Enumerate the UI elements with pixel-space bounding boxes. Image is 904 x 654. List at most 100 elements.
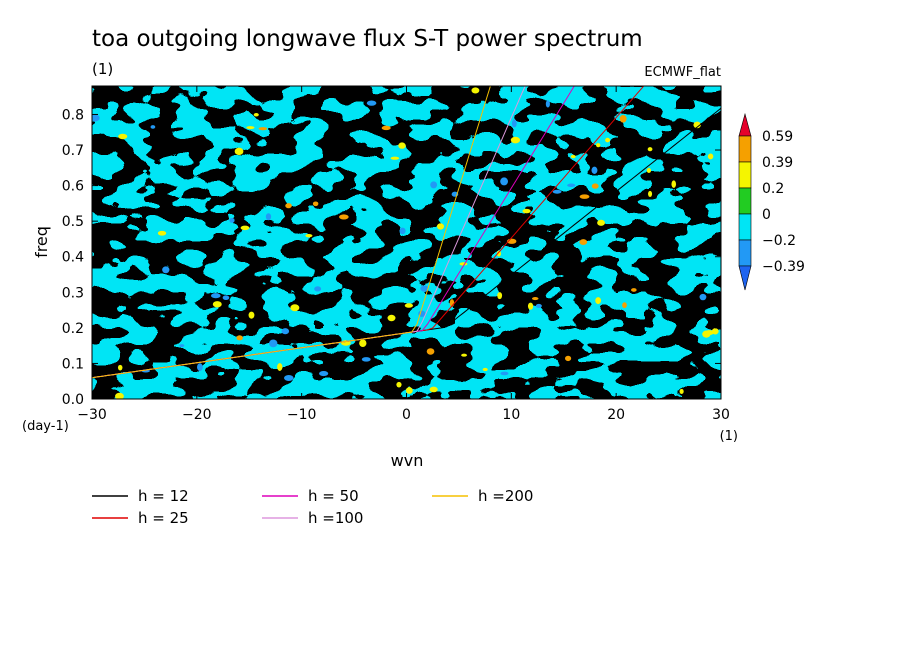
heatmap-cell bbox=[381, 125, 391, 131]
colorbar: 0.59 0.39 0.2 0 −0.2 −0.39 bbox=[738, 112, 805, 291]
heatmap-cell bbox=[693, 121, 701, 129]
colorbar-label: 0 bbox=[762, 207, 771, 223]
x-tick-label: 10 bbox=[502, 407, 520, 423]
y-axis: 0.0 0.1 0.2 0.3 0.4 0.5 0.6 0.7 0.8 bbox=[62, 107, 721, 408]
heatmap-cell bbox=[277, 363, 283, 371]
heatmap-cell bbox=[461, 353, 468, 357]
y-tick-label: 0.7 bbox=[62, 143, 84, 159]
heatmap-cell bbox=[707, 153, 714, 160]
heatmap-cell bbox=[92, 114, 100, 122]
heatmap-cell bbox=[647, 147, 653, 152]
heatmap-cell bbox=[361, 357, 371, 362]
heatmap-cell bbox=[253, 112, 259, 117]
heatmap-cell bbox=[265, 213, 272, 221]
heatmap-cell bbox=[229, 217, 235, 223]
heatmap-cell bbox=[312, 201, 319, 207]
heatmap-cell bbox=[284, 374, 294, 382]
colorbar-label: 0.59 bbox=[762, 129, 793, 145]
legend-label: h =200 bbox=[478, 487, 533, 505]
heatmap-cell bbox=[671, 180, 677, 188]
source-label: ECMWF_flat bbox=[644, 65, 721, 80]
x-tick-label: 30 bbox=[712, 407, 730, 423]
heatmap-cell bbox=[210, 293, 221, 299]
heatmap-cell bbox=[426, 348, 435, 355]
heatmap-cell bbox=[234, 147, 244, 156]
heatmap-cell bbox=[399, 227, 406, 235]
heatmap-cell bbox=[398, 142, 406, 149]
heatmap-cell bbox=[390, 156, 400, 160]
heatmap-cell bbox=[579, 239, 588, 245]
series-line bbox=[92, 86, 491, 379]
heatmap-cell bbox=[591, 166, 598, 174]
heatmap-cell bbox=[359, 339, 367, 348]
heatmap-cell bbox=[162, 266, 170, 274]
heatmap-cell bbox=[500, 177, 508, 186]
heatmap-speckles bbox=[92, 87, 719, 399]
heatmap-cell bbox=[429, 386, 438, 393]
chart-title: toa outgoing longwave flux S-T power spe… bbox=[92, 26, 643, 52]
heatmap-cell bbox=[532, 297, 539, 301]
heatmap-cell bbox=[679, 388, 684, 394]
colorbar-bin bbox=[738, 239, 752, 267]
colorbar-bin bbox=[738, 112, 752, 137]
heatmap-cell bbox=[405, 387, 413, 394]
heatmap-cell bbox=[552, 189, 562, 194]
colorbar-bin bbox=[738, 187, 752, 215]
heatmap-cell bbox=[535, 303, 542, 308]
heatmap-cell bbox=[564, 355, 572, 362]
colorbar-label: 0.39 bbox=[762, 155, 793, 171]
y-tick-label: 0.8 bbox=[62, 107, 84, 123]
y-tick-label: 0.6 bbox=[62, 179, 84, 195]
colorbar-label: 0.2 bbox=[762, 181, 784, 197]
chart-subtitle: (1) bbox=[92, 60, 113, 78]
y-tick-label: 0.3 bbox=[62, 285, 84, 301]
x-axis-label: wvn bbox=[391, 451, 424, 470]
heatmap-cell bbox=[290, 304, 300, 312]
y-unit-label: (day-1) bbox=[22, 419, 69, 434]
heatmap-cell bbox=[258, 127, 268, 131]
heatmap-cell bbox=[482, 367, 488, 372]
heatmap-cell bbox=[246, 126, 255, 130]
dispersion-curves bbox=[92, 86, 721, 379]
heatmap-cell bbox=[545, 100, 550, 108]
legend-label: h = 25 bbox=[138, 509, 189, 527]
heatmap-cell bbox=[305, 234, 313, 238]
heatmap-cell bbox=[500, 371, 509, 376]
heatmap-cell bbox=[522, 208, 531, 214]
heatmap-cell bbox=[471, 87, 480, 94]
heatmap-cell bbox=[285, 203, 292, 209]
heatmap-cell bbox=[567, 183, 576, 188]
colorbar-bin bbox=[738, 213, 752, 241]
heatmap-cell bbox=[596, 143, 601, 148]
heatmap-cell bbox=[387, 314, 396, 322]
heatmap-cell bbox=[436, 223, 445, 230]
heatmap-cell bbox=[648, 190, 653, 197]
y-tick-label: 0.0 bbox=[62, 392, 84, 408]
heatmap-cell bbox=[496, 250, 502, 257]
heatmap-cell bbox=[619, 115, 627, 123]
heatmap-cell bbox=[699, 293, 707, 301]
heatmap-cell bbox=[269, 339, 278, 348]
legend-label: h =100 bbox=[308, 509, 363, 527]
heatmap-cell bbox=[527, 302, 534, 310]
colorbar-label: −0.39 bbox=[762, 259, 805, 275]
heatmap-cell bbox=[622, 302, 627, 309]
x-tick-label: −20 bbox=[182, 407, 212, 423]
heatmap-cell bbox=[595, 297, 601, 305]
heatmap-cell bbox=[497, 292, 503, 300]
heatmap-cell bbox=[248, 311, 255, 319]
heatmap-cell bbox=[212, 301, 222, 308]
heatmap-cell bbox=[339, 214, 349, 220]
heatmap-cell bbox=[570, 154, 576, 159]
x-tick-label: 0 bbox=[402, 407, 411, 423]
y-tick-label: 0.5 bbox=[62, 214, 84, 230]
heatmap-cell bbox=[631, 288, 637, 292]
legend-label: h = 50 bbox=[308, 487, 359, 505]
x-tick-label: −10 bbox=[287, 407, 317, 423]
heatmap-cell bbox=[157, 230, 167, 236]
heatmap-cell bbox=[150, 125, 156, 129]
x-tick-label: −30 bbox=[77, 407, 107, 423]
heatmap-cell bbox=[179, 344, 185, 348]
heatmap-cell bbox=[281, 328, 290, 335]
